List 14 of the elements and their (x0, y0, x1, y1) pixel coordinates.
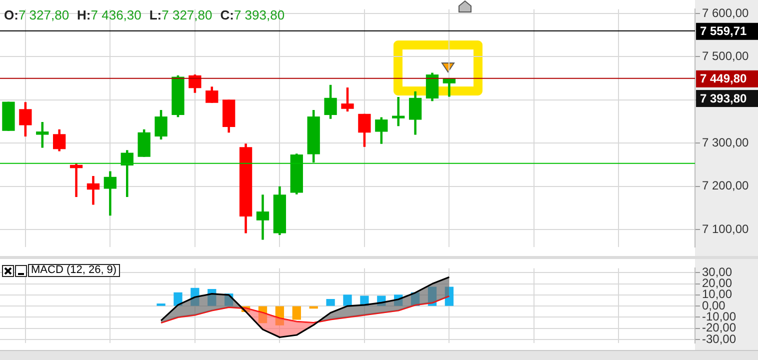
y-tick-label: 7 300,00 (702, 135, 750, 150)
annotation: L:7 327,80 (149, 8, 212, 23)
ref-line-label: 7 559,71 (700, 24, 748, 38)
chart-title: MACD (12, 26, 9) (28, 264, 120, 277)
y-tick-label: 7 100,00 (702, 222, 750, 236)
y-tick-label: 7 200,00 (702, 178, 750, 193)
annotation: C:7 393,80 (220, 8, 285, 23)
text: 7 393,80 (700, 91, 748, 106)
annotation: O:7 327,80 (4, 8, 70, 23)
ref-line-label: 7 449,80 (700, 72, 748, 86)
annotation: H:7 436,30 (77, 8, 142, 23)
y-tick-label: 7 600,00 (702, 6, 750, 20)
y-tick-label: 7 500,00 (702, 49, 750, 64)
y-tick-label: 30,00 (702, 264, 732, 279)
